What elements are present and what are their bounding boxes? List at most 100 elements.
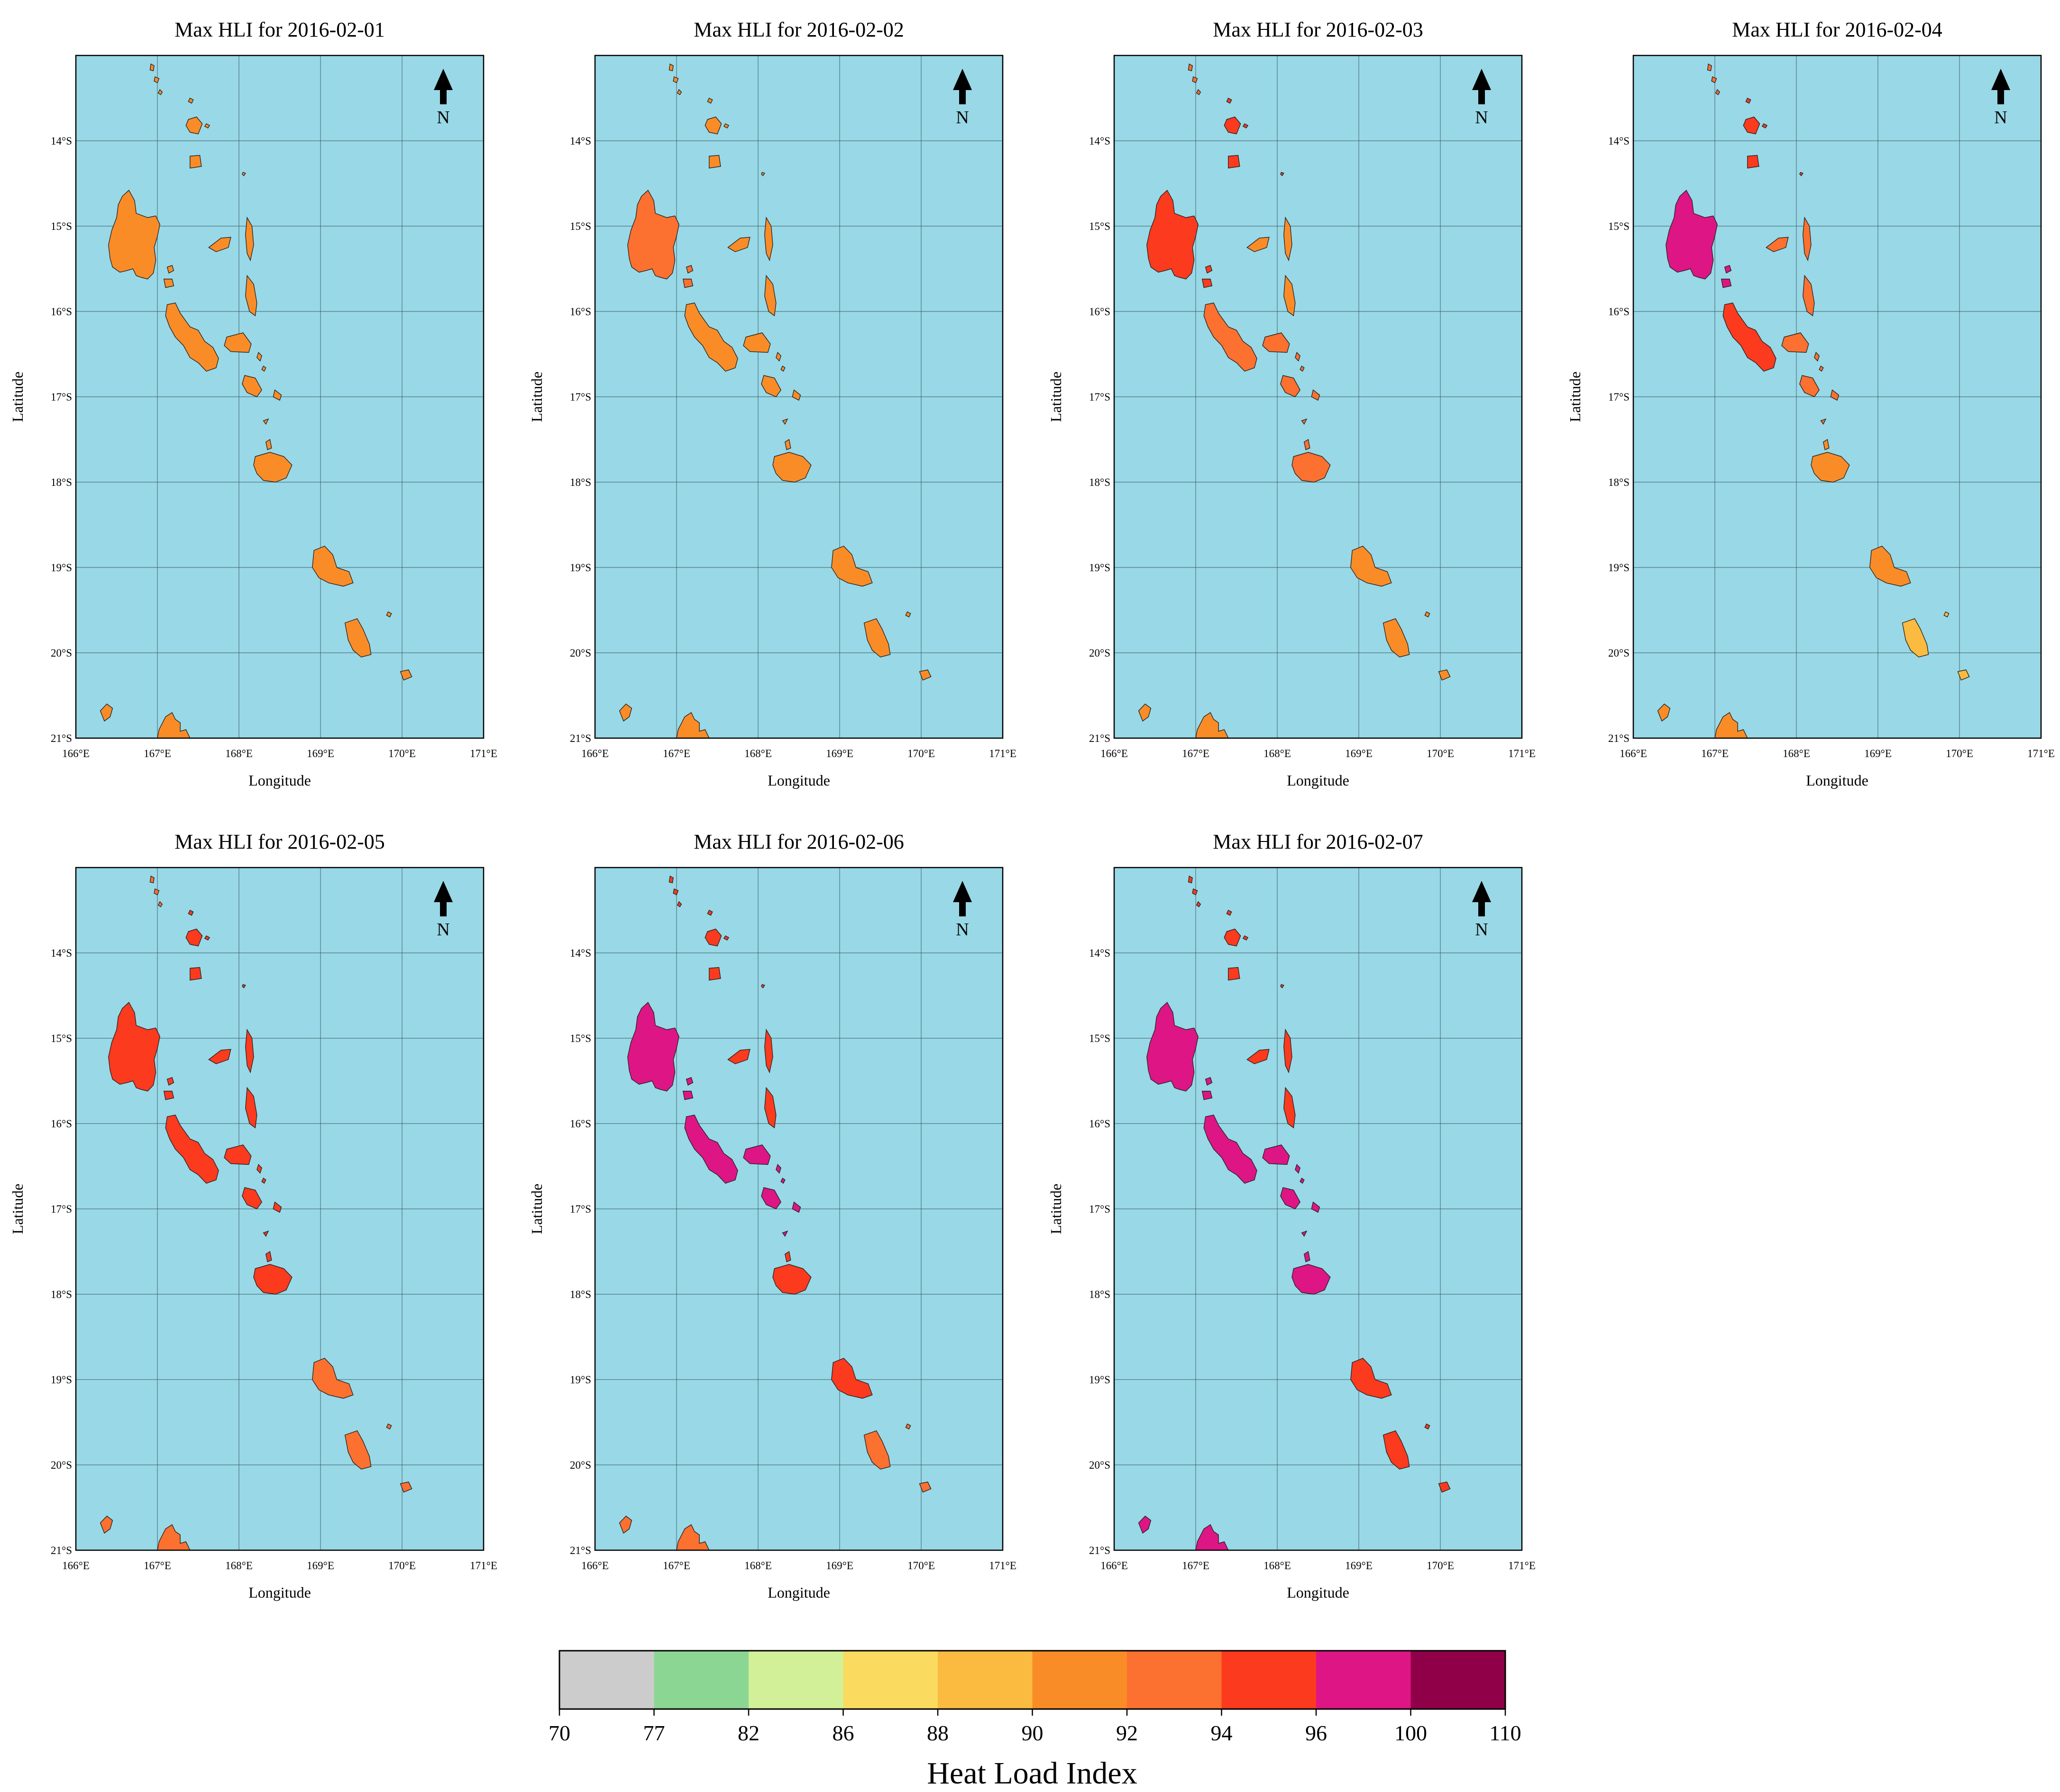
lat-tick-label: 19°S — [570, 1374, 591, 1386]
lat-tick-label: 20°S — [51, 1459, 72, 1471]
lat-tick-label: 21°S — [1089, 1545, 1110, 1556]
colorbar-tick-label: 96 — [1305, 1721, 1327, 1745]
island-banks — [189, 155, 202, 169]
map-frame — [594, 55, 1004, 739]
lon-tick-label: 166°E — [581, 748, 609, 759]
lon-tick-label: 166°E — [62, 748, 90, 759]
lon-tick-label: 171°E — [470, 1560, 497, 1572]
lat-tick-label: 21°S — [1089, 732, 1110, 744]
lon-tick-label: 168°E — [225, 1560, 253, 1572]
north-arrow-icon — [1991, 69, 2010, 104]
lat-tick-label: 15°S — [51, 1033, 72, 1044]
north-label: N — [437, 108, 449, 128]
lat-tick-label: 21°S — [570, 732, 591, 744]
lat-tick-label: 18°S — [1089, 476, 1110, 488]
y-axis-label: Latitude — [528, 372, 545, 422]
y-axis-label: Latitude — [1047, 1184, 1064, 1234]
lat-tick-label: 16°S — [570, 1118, 591, 1130]
lat-tick-label: 19°S — [1608, 562, 1630, 574]
lon-tick-label: 166°E — [581, 1560, 609, 1572]
colorbar-title: Heat Load Index — [927, 1756, 1137, 1791]
map-frame — [75, 55, 485, 739]
north-label: N — [437, 920, 449, 940]
colorbar-tick-label: 90 — [1022, 1721, 1044, 1745]
y-axis-label: Latitude — [1047, 372, 1064, 422]
lon-tick-label: 169°E — [826, 1560, 853, 1572]
island-torres — [668, 876, 674, 884]
lon-tick-label: 170°E — [1427, 1560, 1454, 1572]
colorbar-tick-label: 100 — [1394, 1721, 1427, 1745]
lat-tick-label: 14°S — [1089, 135, 1110, 147]
x-axis-label: Longitude — [1806, 772, 1868, 789]
x-axis-label: Longitude — [248, 1584, 311, 1601]
island-banks — [1227, 967, 1240, 981]
north-label: N — [956, 108, 969, 128]
colorbar-cell — [1316, 1651, 1411, 1709]
island-espiritu_santo — [682, 1090, 694, 1100]
lon-tick-label: 170°E — [388, 748, 416, 759]
lat-tick-label: 15°S — [1089, 1033, 1110, 1044]
island-torres — [668, 64, 674, 72]
lat-tick-label: 21°S — [570, 1545, 591, 1556]
lat-tick-label: 15°S — [1089, 220, 1110, 232]
lon-tick-label: 168°E — [225, 748, 253, 759]
colorbar-cells — [559, 1651, 1506, 1709]
lat-tick-label: 16°S — [570, 306, 591, 318]
lon-tick-label: 170°E — [907, 748, 935, 759]
lat-tick-label: 18°S — [570, 1289, 591, 1300]
map-frame — [75, 867, 485, 1551]
lon-tick-label: 168°E — [1263, 1560, 1291, 1572]
y-axis-label: Latitude — [9, 372, 26, 422]
colorbar-cell — [1032, 1651, 1127, 1709]
lat-tick-label: 19°S — [1089, 1374, 1110, 1386]
lon-tick-label: 171°E — [2027, 748, 2055, 759]
map-panel: Max HLI for 2016-02-01 166°E 167°E 168°E 169… — [9, 18, 497, 789]
lon-tick-label: 166°E — [1100, 748, 1128, 759]
lon-tick-label: 171°E — [1508, 1560, 1536, 1572]
colorbar-tick-label: 94 — [1211, 1721, 1233, 1745]
lat-tick-label: 16°S — [1089, 306, 1110, 318]
island-banks — [708, 967, 721, 981]
lon-tick-label: 168°E — [744, 1560, 772, 1572]
map-frame — [1113, 55, 1523, 739]
lon-tick-label: 167°E — [144, 1560, 171, 1572]
lon-tick-label: 169°E — [307, 748, 334, 759]
lon-tick-label: 169°E — [826, 748, 853, 759]
map-panels: Max HLI for 2016-02-01 166°E 167°E 168°E 169… — [9, 18, 2055, 1601]
lat-tick-label: 17°S — [1089, 391, 1110, 403]
north-label: N — [1475, 108, 1488, 128]
lat-tick-label: 14°S — [570, 135, 591, 147]
lat-tick-label: 19°S — [51, 1374, 72, 1386]
colorbar-tick-label: 70 — [549, 1721, 570, 1745]
y-axis-label: Latitude — [9, 1184, 26, 1234]
lon-tick-label: 169°E — [1864, 748, 1892, 759]
colorbar-tick-label: 77 — [643, 1721, 665, 1745]
colorbar-tick-label: 88 — [927, 1721, 949, 1745]
map-panel: Max HLI for 2016-02-06 166°E 167°E 168°E 169… — [528, 830, 1016, 1601]
map-panel: Max HLI for 2016-02-05 166°E 167°E 168°E 169… — [9, 830, 497, 1601]
lat-tick-label: 19°S — [1089, 562, 1110, 574]
lat-tick-label: 14°S — [570, 947, 591, 959]
north-arrow-icon — [953, 69, 972, 104]
lon-tick-label: 166°E — [62, 1560, 90, 1572]
lon-tick-label: 167°E — [663, 748, 690, 759]
y-axis-label: Latitude — [1566, 372, 1584, 422]
lat-tick-label: 16°S — [1089, 1118, 1110, 1130]
lon-tick-label: 167°E — [144, 748, 171, 759]
colorbar-ticks: 70 77 82 86 88 90 92 94 96 100 110 — [549, 1709, 1521, 1745]
island-espiritu_santo — [1201, 1090, 1213, 1100]
lat-tick-label: 17°S — [51, 1203, 72, 1215]
lon-tick-label: 168°E — [744, 748, 772, 759]
colorbar-cell — [749, 1651, 843, 1709]
colorbar-cell — [938, 1651, 1033, 1709]
lat-tick-label: 16°S — [51, 1118, 72, 1130]
lat-tick-label: 17°S — [51, 391, 72, 403]
lon-tick-label: 167°E — [1182, 1560, 1209, 1572]
lon-tick-label: 171°E — [989, 748, 1016, 759]
lon-tick-label: 170°E — [1427, 748, 1454, 759]
north-arrow-icon — [953, 881, 972, 916]
lat-tick-label: 17°S — [1089, 1203, 1110, 1215]
island-espiritu_santo — [682, 278, 694, 288]
lat-tick-label: 20°S — [1608, 647, 1630, 659]
